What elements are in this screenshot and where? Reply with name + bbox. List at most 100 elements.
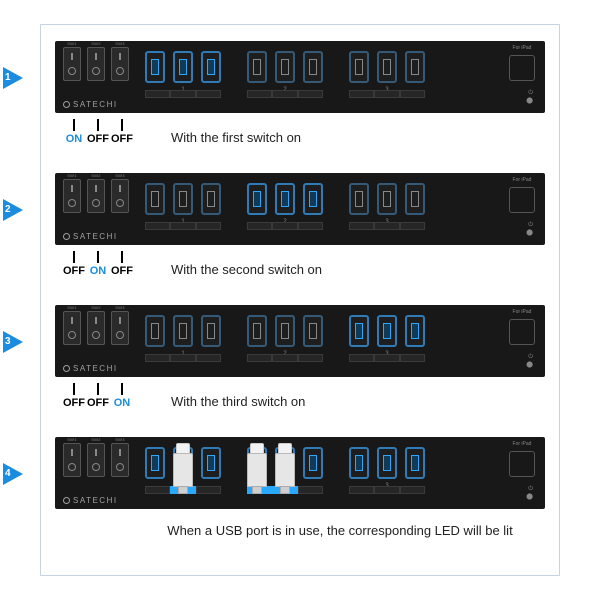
usb-port-inner — [383, 455, 391, 471]
tick-label: OFF — [111, 265, 133, 277]
led-segment — [272, 354, 297, 362]
usb-port — [247, 315, 267, 347]
usb-port-inner — [179, 59, 187, 75]
row-caption: With the second switch on — [171, 262, 322, 277]
tick-label: OFF — [87, 397, 109, 409]
switch-tick: OFF — [65, 383, 83, 409]
usb-port-inner — [281, 59, 289, 75]
switch-label: SW1 — [64, 437, 80, 442]
usb-port-inner — [355, 323, 363, 339]
tick-line — [97, 119, 99, 131]
usb-port — [303, 183, 323, 215]
power-switch: SW2 — [87, 179, 105, 213]
led-segment — [196, 354, 221, 362]
led-segment — [298, 486, 323, 494]
usb-port — [303, 315, 323, 347]
usb-port — [173, 51, 193, 83]
usb-port — [303, 447, 323, 479]
port-groups: 123 — [145, 315, 425, 347]
port-groups: 123 — [145, 183, 425, 215]
port-group: 3 — [349, 183, 425, 215]
tick-label: ON — [66, 133, 83, 145]
port-groups: 123 — [145, 51, 425, 83]
port-group: 3 — [349, 51, 425, 83]
led-group — [145, 354, 221, 362]
led-segment — [247, 90, 272, 98]
tick-line — [121, 251, 123, 263]
led-segment — [374, 222, 399, 230]
brand-dot-icon — [63, 497, 70, 504]
led-segment — [349, 90, 374, 98]
led-group — [145, 90, 221, 98]
led-group — [247, 222, 323, 230]
usb-port-inner — [151, 455, 159, 471]
ipad-charging-port — [509, 187, 535, 213]
usb-port-inner — [309, 59, 317, 75]
led-strip — [145, 354, 425, 362]
switch-tick: OFF — [65, 251, 83, 277]
usb-port-inner — [355, 191, 363, 207]
usb-hub-device: SW1SW2SW3SATECHI123For iPad⏻⬤ — [55, 437, 545, 509]
usb-port-inner — [309, 455, 317, 471]
switch-tick: OFF — [113, 119, 131, 145]
brand-logo: SATECHI — [63, 100, 118, 109]
usb-port-inner — [411, 59, 419, 75]
usb-port — [377, 51, 397, 83]
led-segment — [374, 90, 399, 98]
row-number: 1 — [5, 72, 19, 83]
power-switch: SW1 — [63, 311, 81, 345]
power-switch: SW1 — [63, 179, 81, 213]
switch-tick: OFF — [113, 251, 131, 277]
side-port-label: For iPad — [508, 177, 536, 183]
usb-port-inner — [355, 59, 363, 75]
brand-text: SATECHI — [73, 100, 118, 109]
switch-label: SW1 — [64, 305, 80, 310]
led-segment — [145, 354, 170, 362]
row-number: 4 — [5, 468, 19, 479]
usb-port-inner — [207, 323, 215, 339]
power-switch: SW2 — [87, 311, 105, 345]
usb-port-inner — [309, 323, 317, 339]
usb-port — [145, 315, 165, 347]
switch-label: SW2 — [88, 437, 104, 442]
led-segment — [374, 486, 399, 494]
power-switch: SW1 — [63, 443, 81, 477]
tick-label: OFF — [87, 133, 109, 145]
usb-port — [201, 315, 221, 347]
brand-logo: SATECHI — [63, 232, 118, 241]
usb-port — [145, 51, 165, 83]
led-segment — [196, 90, 221, 98]
switch-annotation: ONOFFOFFWith the first switch on — [63, 119, 301, 145]
led-segment — [298, 90, 323, 98]
power-switches: SW1SW2SW3 — [63, 311, 129, 345]
led-group — [349, 354, 425, 362]
led-segment — [400, 222, 425, 230]
usb-port-inner — [253, 323, 261, 339]
led-segment — [145, 486, 170, 494]
tick-label: OFF — [111, 133, 133, 145]
brand-dot-icon — [63, 365, 70, 372]
tick-label: OFF — [63, 265, 85, 277]
switch-label: SW2 — [88, 305, 104, 310]
port-group: 3 — [349, 447, 425, 479]
power-switches: SW1SW2SW3 — [63, 47, 129, 81]
tick-line — [97, 251, 99, 263]
switch-label: SW3 — [112, 437, 128, 442]
usb-port-inner — [309, 191, 317, 207]
side-port-label: For iPad — [508, 45, 536, 51]
usb-port-inner — [411, 323, 419, 339]
usb-port-inner — [383, 323, 391, 339]
tick-line — [73, 251, 75, 263]
usb-port — [247, 183, 267, 215]
led-segment — [196, 222, 221, 230]
usb-port-inner — [281, 323, 289, 339]
brand-logo: SATECHI — [63, 496, 118, 505]
usb-port-inner — [383, 59, 391, 75]
usb-port-inner — [253, 59, 261, 75]
usb-port — [377, 315, 397, 347]
usb-port — [405, 447, 425, 479]
side-port-label: For iPad — [508, 441, 536, 447]
usb-port-inner — [355, 455, 363, 471]
brand-dot-icon — [63, 101, 70, 108]
usb-port — [275, 315, 295, 347]
